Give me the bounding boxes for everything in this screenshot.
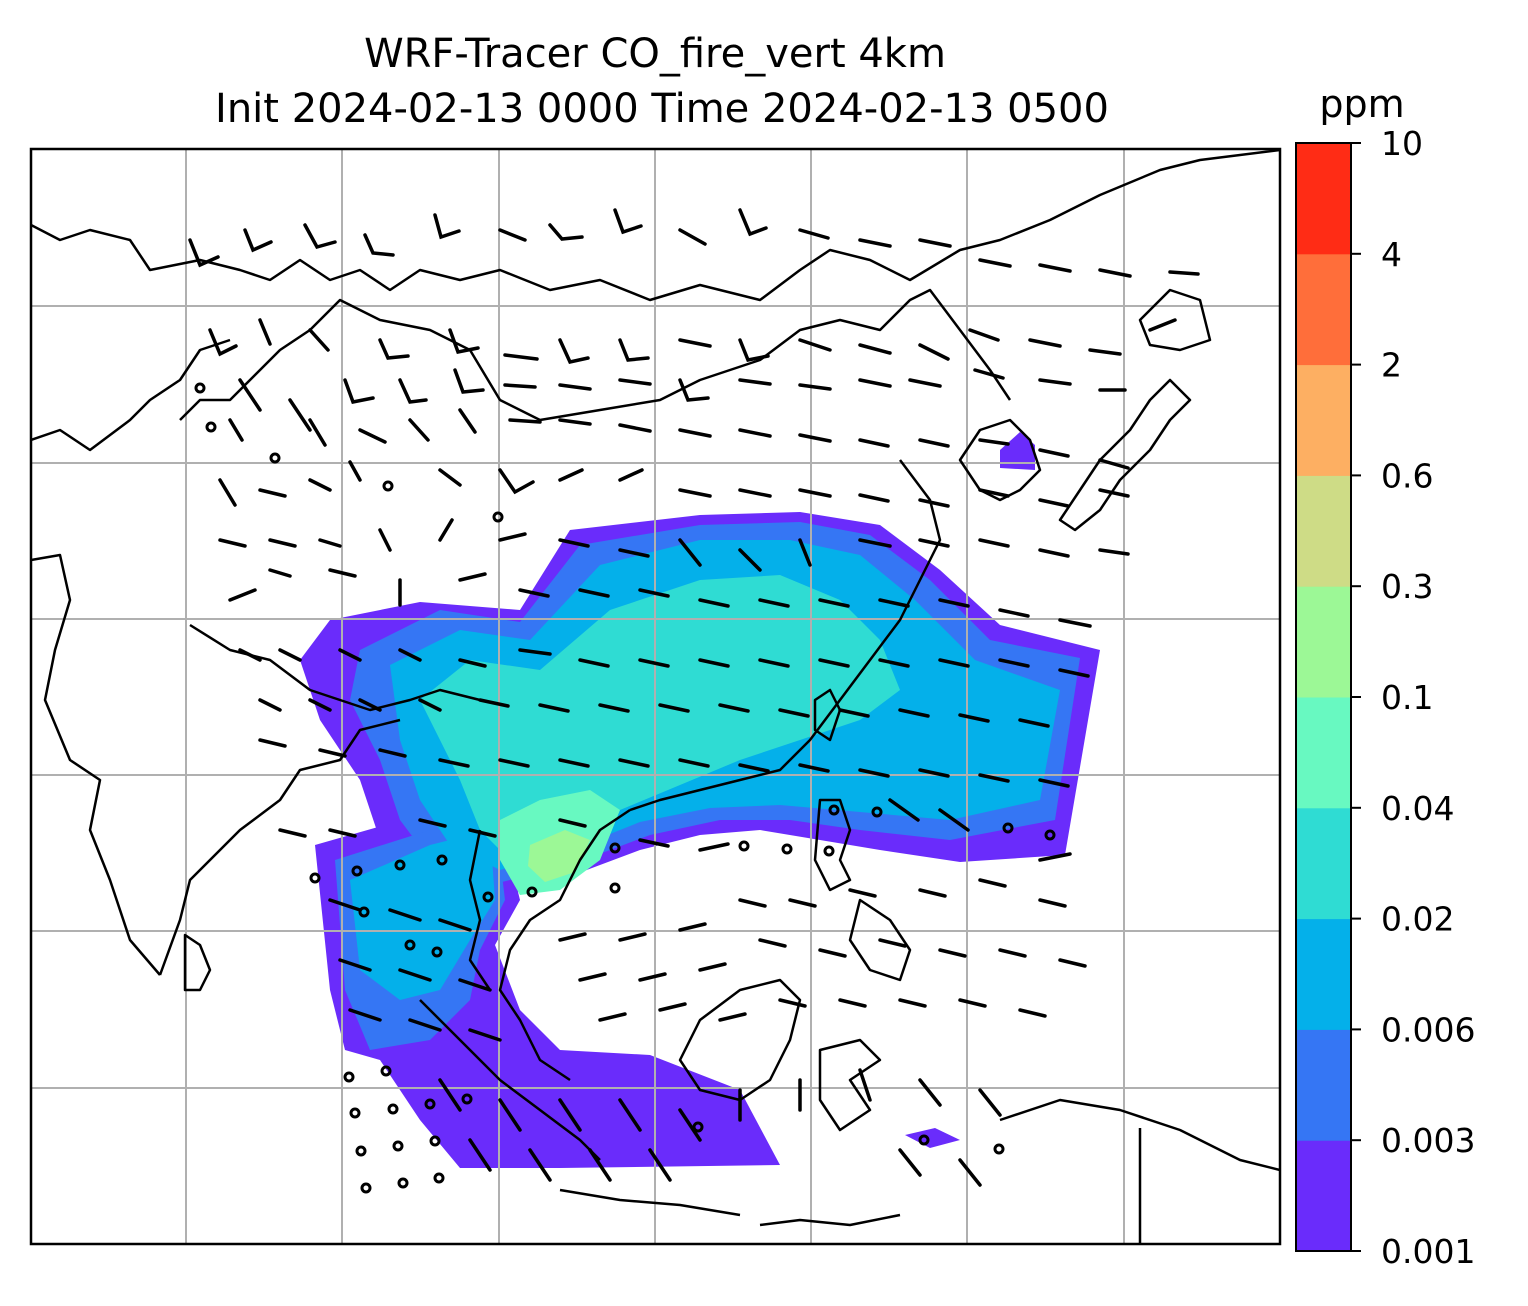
wind-barbs: [188, 208, 1200, 1187]
coast-sulawesi: [818, 1038, 882, 1132]
coast-srilanka: [183, 933, 212, 992]
coast-borneo: [678, 978, 802, 1102]
colorbar-swatch: [1296, 697, 1351, 809]
plume-cyan-6-south: [350, 830, 495, 1000]
plume-turquoise-20: [420, 575, 900, 860]
colorbar-swatch: [1296, 807, 1351, 920]
coast-java: [559, 1188, 741, 1217]
colorbar: ppm 0.001 0.003 0.006 0.02 0.04 0.1 0.3 0.6 2 4 10: [1295, 82, 1475, 1271]
colorbar-unit-label: ppm: [1319, 82, 1404, 126]
coast-taiwan: [813, 688, 842, 742]
colorbar-tick-label: 0.02: [1381, 900, 1454, 939]
map-panel: [31, 149, 1280, 1244]
border-china-north: [179, 288, 1012, 422]
coast-japan-hokkaido: [1138, 288, 1212, 352]
coast-china-east: [629, 459, 942, 812]
gridlines: [31, 149, 1280, 1244]
patch-png: [905, 1128, 960, 1148]
title-line-1: WRF-Tracer CO_fire_vert 4km: [364, 31, 946, 77]
coast-korea: [958, 418, 1042, 502]
colorbar-swatches: [1296, 143, 1351, 1252]
coast-india-east: [158, 718, 401, 976]
coast-lesser-sunda: [759, 1213, 901, 1227]
colorbar-swatch: [1296, 475, 1351, 587]
coast-indochina-west: [468, 829, 492, 991]
colorbar-swatch: [1296, 1140, 1351, 1252]
coast-indochina: [498, 808, 631, 1082]
colorbar-tick-label: 0.1: [1381, 678, 1433, 717]
coast-philippines-south: [848, 898, 912, 982]
coast-india-west: [31, 553, 161, 976]
coast-philippines-luzon: [813, 798, 852, 892]
colorbar-tick-label: 0.04: [1381, 789, 1454, 828]
colorbar-tick-label: 2: [1381, 346, 1402, 385]
colorbar-tick-label: 0.001: [1381, 1232, 1475, 1271]
colorbar-tick-label: 0.6: [1381, 456, 1433, 495]
colorbar-swatch: [1296, 918, 1351, 1030]
map-frame: [29, 147, 1282, 1246]
colorbar-ticks: 0.001 0.003 0.006 0.02 0.04 0.1 0.3 0.6 2 4 10: [1351, 124, 1475, 1271]
coast-northwest: [31, 149, 1280, 302]
colorbar-tick-label: 0.003: [1381, 1121, 1475, 1160]
colorbar-tick-label: 4: [1381, 235, 1402, 274]
calm-wind-markers: [194, 382, 1056, 1194]
patch-korea: [1000, 432, 1035, 470]
coast-new-guinea: [999, 1098, 1280, 1172]
colorbar-swatch: [1296, 586, 1351, 698]
coast-sumatra: [419, 999, 601, 1161]
coast-central-asia: [31, 338, 231, 452]
colorbar-swatch: [1296, 253, 1351, 366]
colorbar-tick-label: 0.006: [1381, 1010, 1475, 1049]
title-line-2: Init 2024-02-13 0000 Time 2024-02-13 050…: [215, 86, 1109, 132]
colorbar-swatch: [1296, 1029, 1351, 1141]
colorbar-tick-label: 10: [1381, 124, 1423, 163]
colorbar-tick-label: 0.3: [1381, 567, 1433, 606]
colorbar-swatch: [1296, 143, 1351, 255]
colorbar-swatch: [1296, 364, 1351, 476]
